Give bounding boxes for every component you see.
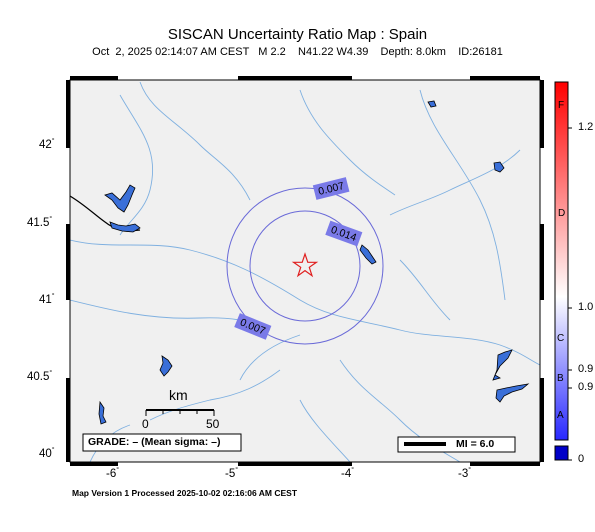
grade-box xyxy=(82,433,242,452)
grade-letter-c: C xyxy=(557,333,565,344)
lon-label-4: -4° xyxy=(341,467,355,480)
lon-label-5: -5° xyxy=(225,467,239,480)
colorbar-label-1-0: 1.0 xyxy=(578,301,594,313)
colorbar-label-0-9a: 0.9 xyxy=(578,363,594,375)
scale-bar xyxy=(145,409,215,416)
map-title: SISCAN Uncertainty Ratio Map : Spain xyxy=(167,26,428,43)
reservoirs xyxy=(98,100,530,425)
epicenter-star-icon xyxy=(291,252,319,278)
lat-label-40-5: 40.5° xyxy=(27,370,53,383)
colorbar-ticks xyxy=(568,127,572,461)
grade-letter-b: B xyxy=(557,373,564,384)
scale-label-0: 0 xyxy=(142,417,149,431)
colorbar-label-0: 0 xyxy=(578,453,585,465)
lat-label-42: 42° xyxy=(39,138,55,151)
scale-label-50: 50 xyxy=(206,417,220,431)
event-info-subtitle: Oct 2, 2025 02:14:07 AM CEST M 2.2 N41.2… xyxy=(92,46,503,58)
contour-label-1: 0.007 xyxy=(312,177,350,200)
uncertainty-contours xyxy=(226,187,384,345)
colorbar-label-1-2: 1.2 xyxy=(578,121,594,133)
map-version-footer: Map Version 1 Processed 2025-10-02 02:16… xyxy=(72,488,298,498)
colorbar-label-0-9b: 0.9 xyxy=(578,381,594,393)
lat-label-40: 40° xyxy=(39,447,55,460)
lon-label-3: -3° xyxy=(458,467,472,480)
frame-border-ticks xyxy=(66,76,544,466)
colorbar xyxy=(554,81,569,441)
mi-legend-box xyxy=(397,436,516,453)
grade-text: GRADE: – (Mean sigma: –) xyxy=(88,436,221,448)
scale-unit: km xyxy=(169,387,188,403)
lat-label-41: 41° xyxy=(39,293,55,306)
grade-letter-f: F xyxy=(558,100,565,111)
mi-legend-text: MI = 6.0 xyxy=(456,438,495,450)
grade-letter-a: A xyxy=(557,410,564,421)
colorbar-min-swatch xyxy=(554,445,569,461)
lon-label-6: -6° xyxy=(106,467,120,480)
lat-label-41-5: 41.5° xyxy=(27,216,53,229)
grade-letter-d: D xyxy=(558,208,566,219)
